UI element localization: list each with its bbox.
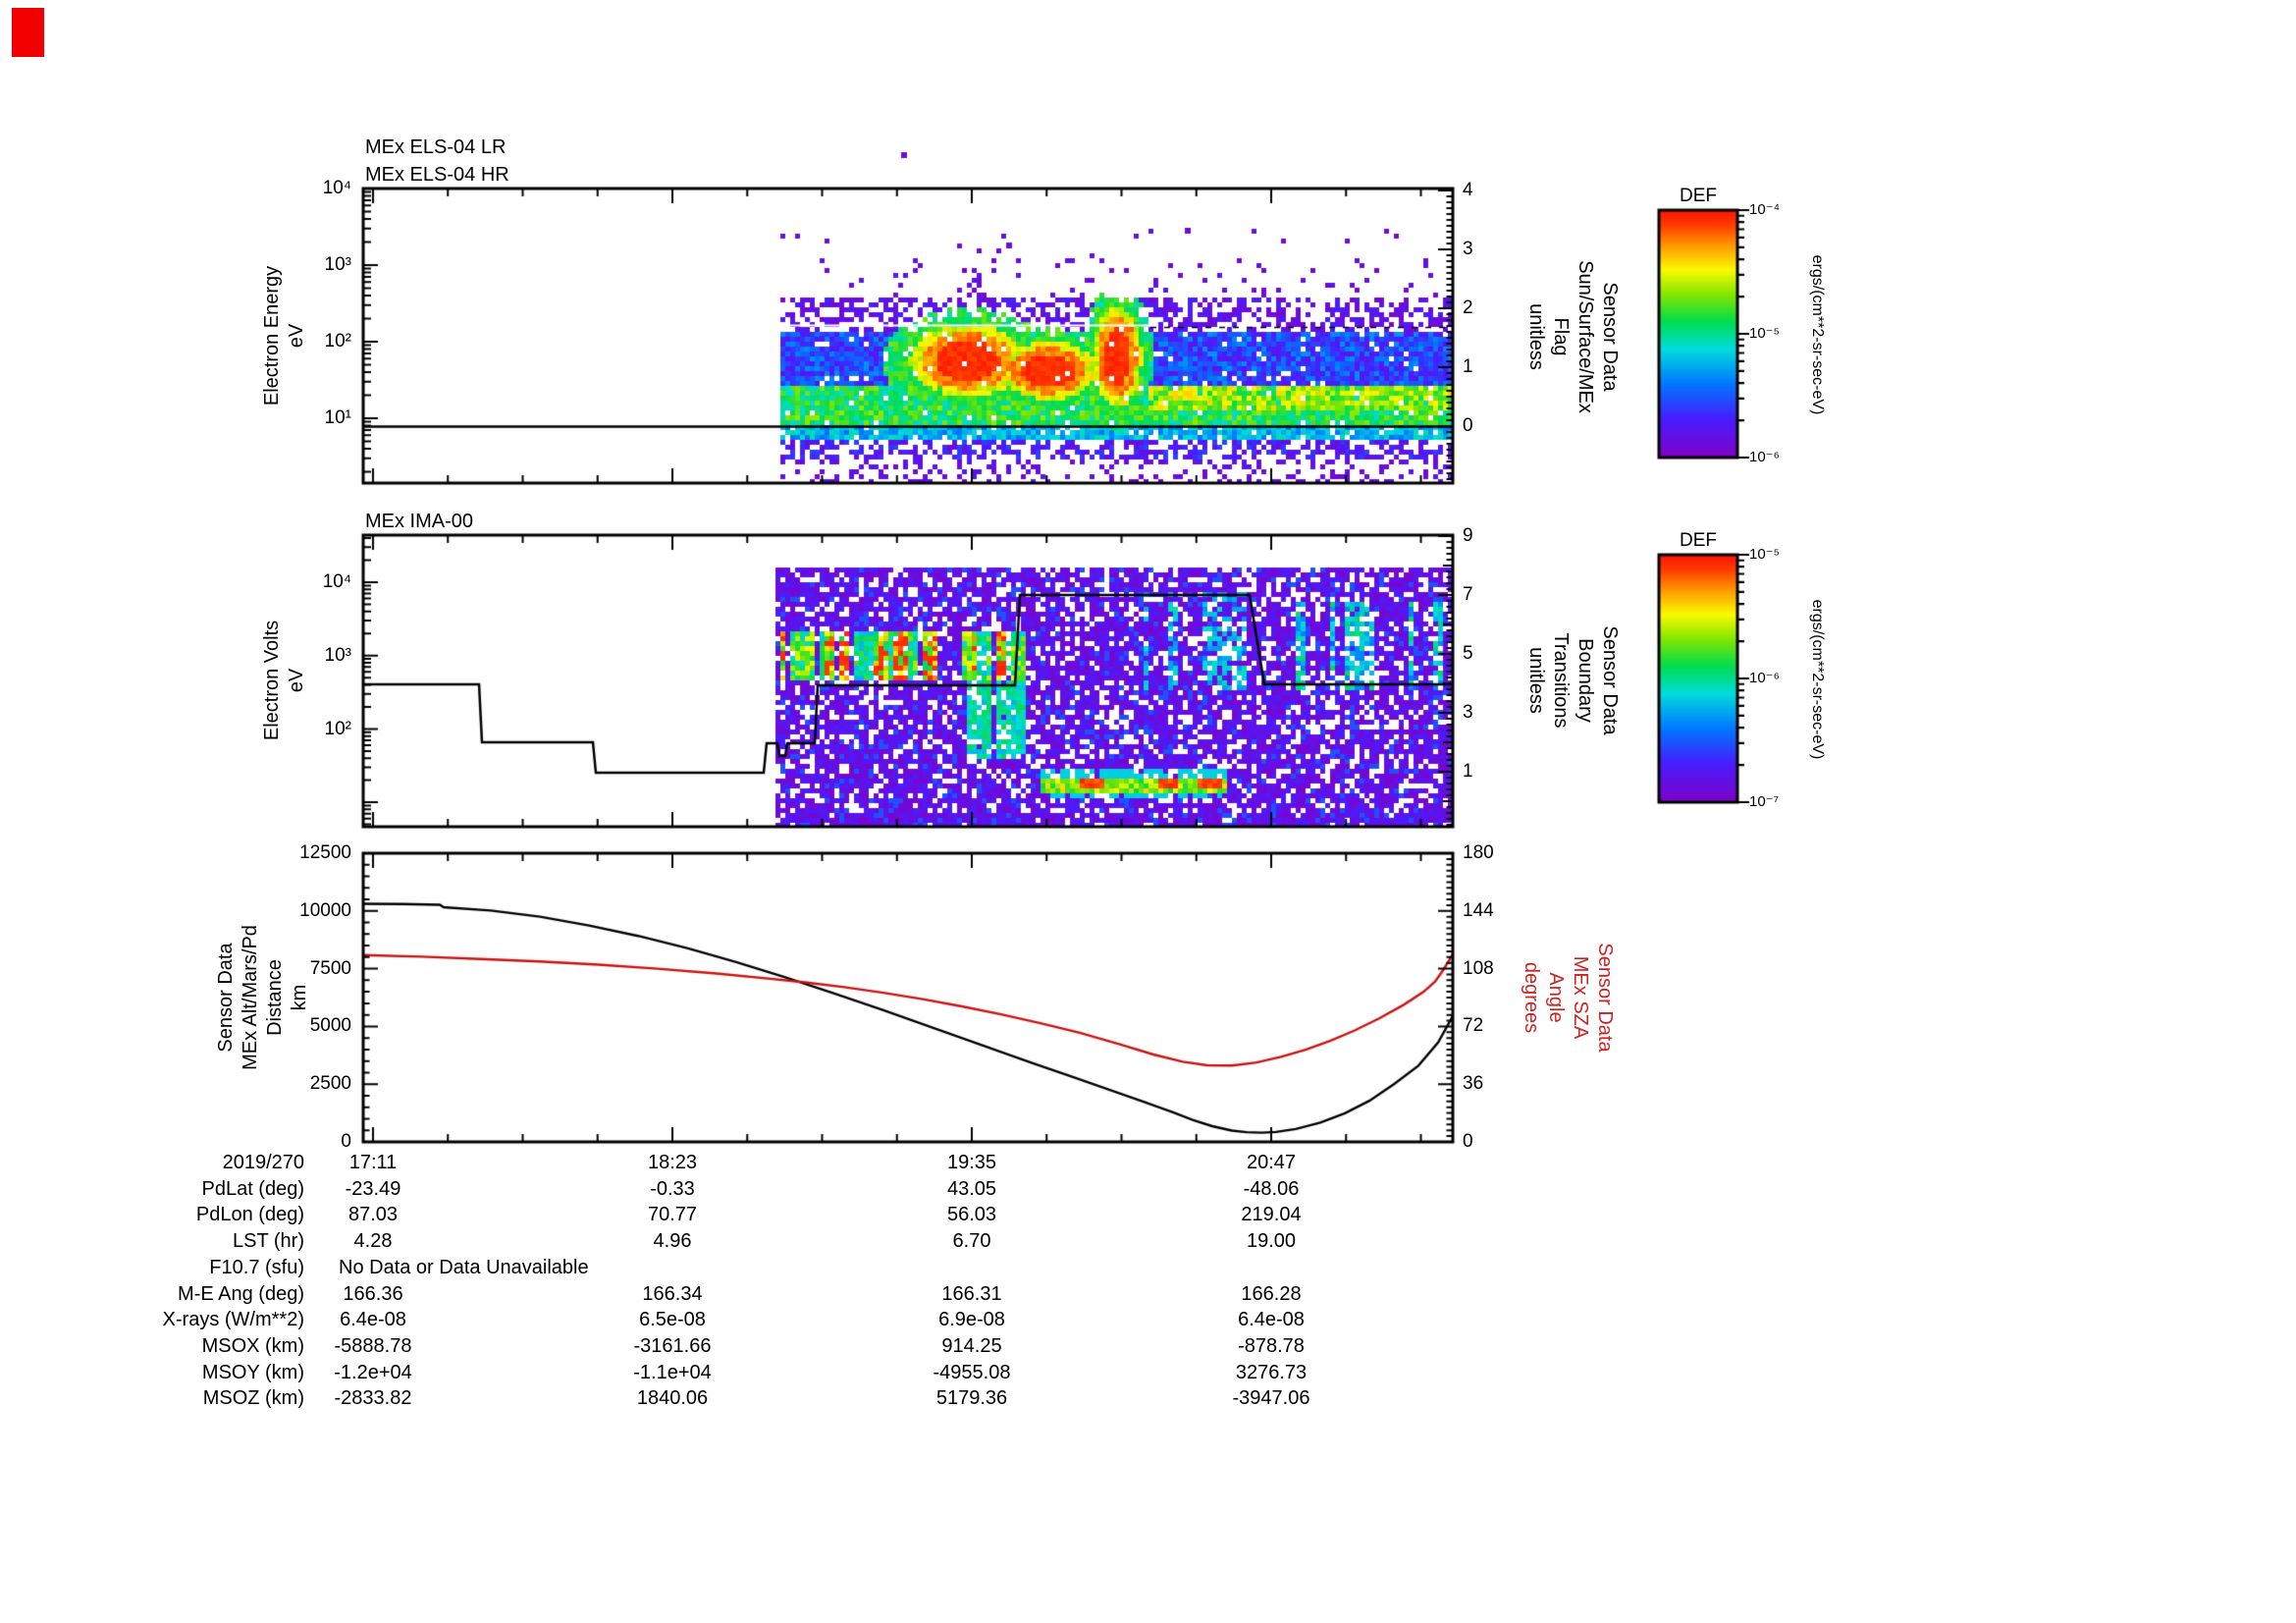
lines-y-axis-label: Sensor Data MEx Alt/Mars/Pd Distance km: [215, 925, 310, 1070]
table-cell: 6.70: [952, 1230, 991, 1253]
table-cell: 166.36: [343, 1282, 403, 1305]
red-marker: [12, 8, 44, 57]
time-tick-label: 19:35: [946, 1152, 997, 1173]
ima-right-tick: 5: [1463, 643, 1473, 664]
table-cell: -48.06: [1243, 1177, 1300, 1200]
table-row-label: LST (hr): [233, 1230, 304, 1253]
distance-y-tick: 12500: [299, 842, 351, 863]
table-row-label: M-E Ang (deg): [178, 1282, 304, 1305]
els-flag-tick: 3: [1463, 239, 1473, 259]
colorbar-tick-label: 10⁻⁷: [1749, 793, 1780, 810]
table-cell: 166.34: [642, 1282, 703, 1305]
sza-y-tick: 144: [1463, 899, 1494, 921]
table-row-label: MSOY (km): [201, 1361, 304, 1383]
table-cell: 6.5e-08: [639, 1309, 706, 1331]
ima-y-tick: 10³: [324, 645, 351, 666]
table-cell: 914.25: [941, 1334, 1002, 1357]
colorbar-tick-label: 10⁻⁵: [1749, 325, 1780, 342]
distance-y-tick: 7500: [309, 957, 351, 979]
colorbar2-unit-label: ergs/(cm**2-sr-sec-eV): [1809, 599, 1826, 760]
table-row-label: MSOX (km): [201, 1334, 304, 1357]
ima-right-tick: 9: [1463, 525, 1473, 546]
distance-y-tick: 10000: [299, 899, 351, 921]
table-cell: -4955.08: [933, 1361, 1011, 1383]
lines-right-axis-label: Sensor Data MEx SZA Angle degrees: [1521, 943, 1616, 1053]
els-y-tick: 10¹: [324, 407, 351, 428]
ima-y-tick: 10⁴: [322, 571, 351, 592]
colorbar2-title: DEF: [1680, 530, 1717, 551]
table-cell: 4.96: [653, 1230, 692, 1253]
table-cell: 43.05: [946, 1177, 997, 1200]
els-flag-tick: 1: [1463, 356, 1473, 377]
table-cell: 6.9e-08: [938, 1309, 1005, 1331]
colorbar-tick-label: 10⁻⁵: [1749, 546, 1780, 563]
els-flag-tick: 2: [1463, 298, 1473, 318]
table-cell: 219.04: [1241, 1204, 1302, 1226]
table-cell: 3276.73: [1235, 1361, 1308, 1383]
table-cell: 6.4e-08: [340, 1309, 406, 1331]
ima-title: MEx IMA-00: [365, 511, 474, 532]
table-cell: 166.31: [941, 1282, 1002, 1305]
table-cell: 19.00: [1246, 1230, 1297, 1253]
colorbar1-title: DEF: [1680, 186, 1717, 206]
ima-right-axis-label: Sensor Data Boundary Transitions unitles…: [1525, 625, 1621, 735]
table-cell: -2833.82: [334, 1387, 412, 1410]
sza-y-tick: 0: [1463, 1131, 1473, 1152]
table-cell: -3947.06: [1232, 1387, 1310, 1410]
sza-y-tick: 36: [1463, 1073, 1484, 1095]
colorbar-tick-label: 10⁻⁶: [1749, 670, 1780, 686]
time-tick-label: 18:23: [647, 1152, 698, 1173]
table-note: No Data or Data Unavailable: [339, 1256, 589, 1278]
els-flag-tick: 4: [1463, 180, 1473, 200]
time-tick-label: 17:11: [348, 1152, 398, 1173]
date-label: 2019/270: [222, 1152, 304, 1173]
table-row-label: PdLon (deg): [195, 1204, 304, 1226]
table-cell: -3161.66: [633, 1334, 712, 1357]
els-y-tick: 10²: [324, 331, 351, 352]
table-cell: -1.1e+04: [633, 1361, 712, 1383]
els-y-tick: 10⁴: [322, 178, 351, 198]
table-cell: 4.28: [353, 1230, 393, 1253]
colorbar-tick-label: 10⁻⁴: [1749, 201, 1781, 218]
ima-right-tick: 3: [1463, 702, 1473, 723]
els-right-axis-label: Sensor Data Sun/Surface/MEx Flag unitles…: [1525, 260, 1621, 413]
table-cell: 166.28: [1241, 1282, 1302, 1305]
sza-y-tick: 108: [1463, 957, 1494, 979]
table-cell: -1.2e+04: [334, 1361, 412, 1383]
els-y-tick: 10³: [324, 254, 351, 275]
colorbar1-unit-label: ergs/(cm**2-sr-sec-eV): [1809, 254, 1826, 415]
colorbar-tick-label: 10⁻⁶: [1749, 449, 1780, 465]
table-cell: -5888.78: [334, 1334, 412, 1357]
sza-y-tick: 180: [1463, 842, 1494, 863]
table-row-label: MSOZ (km): [202, 1387, 304, 1410]
distance-y-tick: 5000: [309, 1015, 351, 1037]
distance-y-tick: 0: [341, 1131, 351, 1152]
table-cell: -878.78: [1238, 1334, 1305, 1357]
els-title-line1: MEx ELS-04 LR: [365, 136, 507, 158]
table-cell: 56.03: [946, 1204, 997, 1226]
time-tick-label: 20:47: [1246, 1152, 1297, 1173]
ima-y-tick: 10²: [324, 719, 351, 739]
table-cell: -23.49: [345, 1177, 401, 1200]
els-flag-tick: 0: [1463, 415, 1473, 436]
table-cell: 5179.36: [935, 1387, 1008, 1410]
els-title-line2: MEx ELS-04 HR: [365, 164, 509, 186]
table-cell: -0.33: [650, 1177, 695, 1200]
table-cell: 87.03: [347, 1204, 399, 1226]
table-cell: 1840.06: [636, 1387, 709, 1410]
table-row-label: PdLat (deg): [201, 1177, 304, 1200]
distance-y-tick: 2500: [309, 1073, 351, 1095]
table-cell: 6.4e-08: [1238, 1309, 1305, 1331]
ima-right-tick: 7: [1463, 584, 1473, 605]
sza-y-tick: 72: [1463, 1015, 1484, 1037]
table-cell: 70.77: [647, 1204, 698, 1226]
table-row-label: X-rays (W/m**2): [162, 1309, 304, 1331]
ima-right-tick: 1: [1463, 761, 1473, 782]
table-row-label: F10.7 (sfu): [209, 1256, 304, 1278]
